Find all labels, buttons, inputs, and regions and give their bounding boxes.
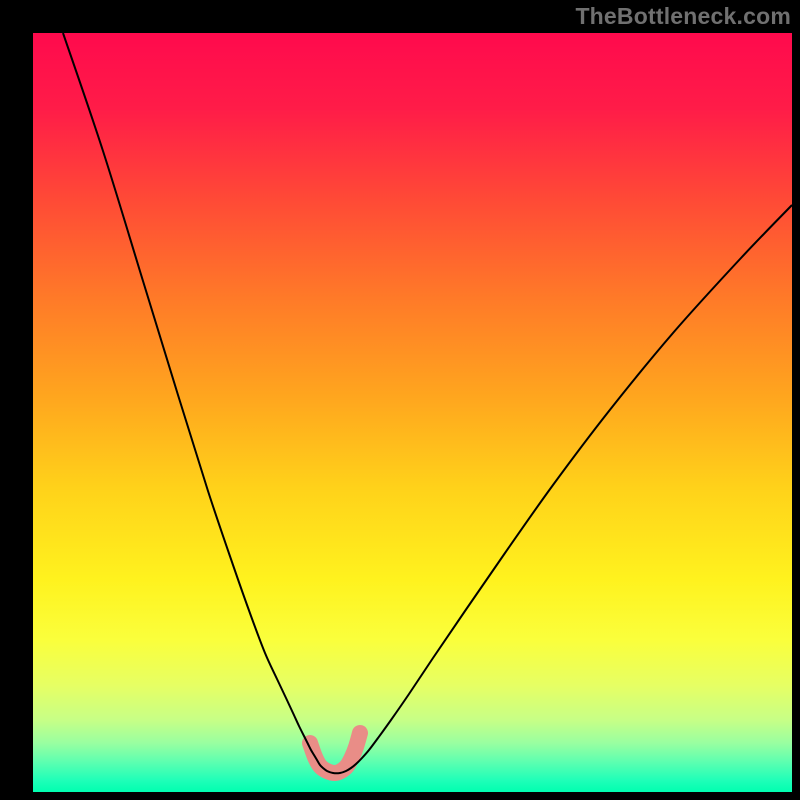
main-bottleneck-curve bbox=[63, 33, 792, 773]
chart-curves-layer bbox=[33, 33, 792, 792]
chart-plot-area bbox=[33, 33, 792, 792]
watermark-text: TheBottleneck.com bbox=[575, 3, 791, 30]
